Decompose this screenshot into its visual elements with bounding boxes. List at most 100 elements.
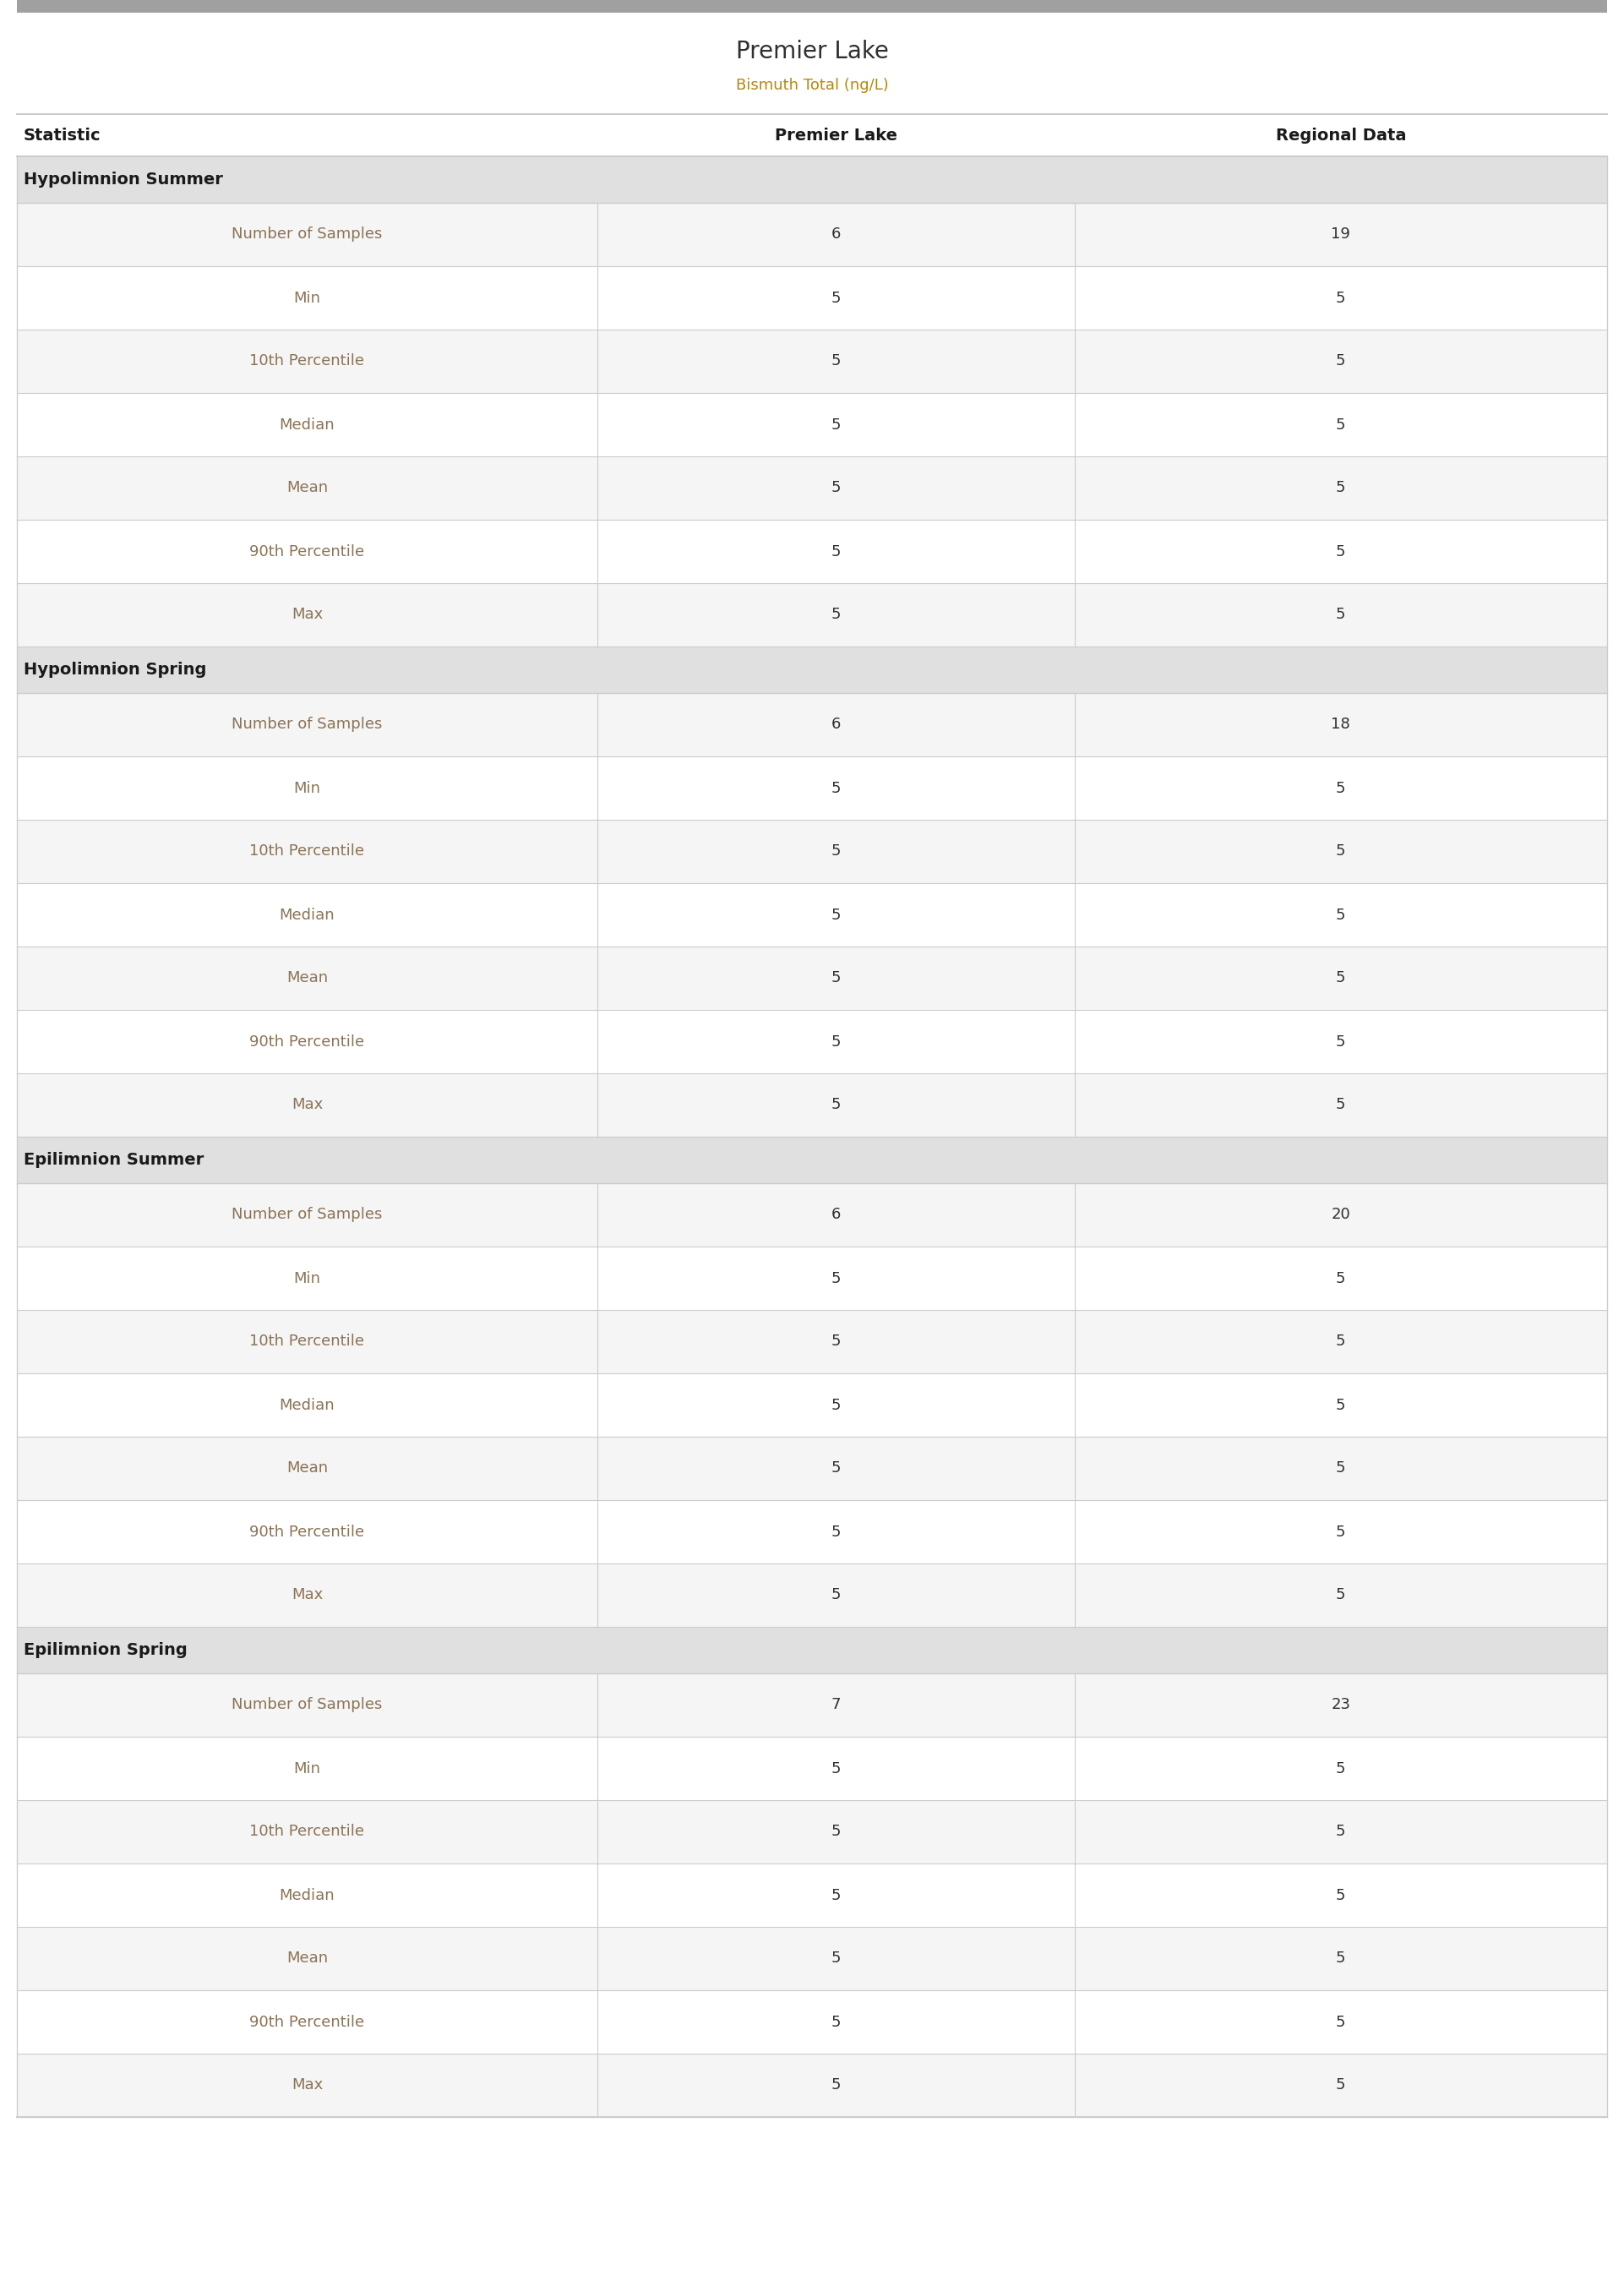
Text: Bismuth Total (ng/L): Bismuth Total (ng/L) [736, 77, 888, 93]
Bar [16, 1628, 1608, 1673]
Bar [16, 393, 1608, 456]
Text: Statistic: Statistic [24, 127, 101, 143]
Text: 23: 23 [1332, 1698, 1351, 1712]
Bar [16, 1373, 1608, 1437]
Text: 5: 5 [831, 1587, 841, 1603]
Text: 5: 5 [831, 1889, 841, 1902]
Text: Min: Min [294, 291, 320, 306]
Text: 5: 5 [831, 1950, 841, 1966]
Bar [16, 819, 1608, 883]
Bar [16, 1137, 1608, 1183]
Text: Mean: Mean [286, 1950, 328, 1966]
Text: 5: 5 [1337, 545, 1346, 558]
Bar [16, 329, 1608, 393]
Text: 5: 5 [1337, 606, 1346, 622]
Text: 5: 5 [1337, 1523, 1346, 1539]
Text: 5: 5 [831, 908, 841, 922]
Text: 5: 5 [1337, 1035, 1346, 1049]
Text: 5: 5 [831, 1335, 841, 1348]
Text: Epilimnion Summer: Epilimnion Summer [24, 1151, 205, 1169]
Text: Number of Samples: Number of Samples [232, 1208, 383, 1224]
Text: 5: 5 [831, 2077, 841, 2093]
Text: Regional Data: Regional Data [1275, 127, 1406, 143]
Text: 5: 5 [1337, 1335, 1346, 1348]
Text: 19: 19 [1332, 227, 1351, 243]
Bar [16, 1246, 1608, 1310]
Bar [16, 520, 1608, 583]
Bar [16, 883, 1608, 947]
Text: 90th Percentile: 90th Percentile [250, 1035, 365, 1049]
Text: 5: 5 [831, 1035, 841, 1049]
Text: 7: 7 [831, 1698, 841, 1712]
Text: Median: Median [279, 418, 335, 431]
Bar [16, 756, 1608, 819]
Text: 5: 5 [1337, 1587, 1346, 1603]
Text: Number of Samples: Number of Samples [232, 717, 383, 733]
Bar [16, 1183, 1608, 1246]
Text: 10th Percentile: 10th Percentile [250, 844, 364, 858]
Text: 5: 5 [831, 1271, 841, 1285]
Text: 5: 5 [1337, 2077, 1346, 2093]
Text: 90th Percentile: 90th Percentile [250, 1523, 365, 1539]
Bar [16, 1437, 1608, 1500]
Text: 5: 5 [831, 606, 841, 622]
Text: Min: Min [294, 1762, 320, 1775]
Bar [16, 583, 1608, 647]
Text: 5: 5 [1337, 354, 1346, 370]
Bar [16, 647, 1608, 692]
Text: 6: 6 [831, 717, 841, 733]
Text: 5: 5 [831, 1096, 841, 1112]
Text: 6: 6 [831, 1208, 841, 1224]
Text: 5: 5 [1337, 418, 1346, 431]
Bar [16, 1074, 1608, 1137]
Text: Min: Min [294, 1271, 320, 1285]
Text: 5: 5 [831, 354, 841, 370]
Text: Median: Median [279, 908, 335, 922]
Text: 5: 5 [1337, 1462, 1346, 1476]
Text: 6: 6 [831, 227, 841, 243]
Text: Mean: Mean [286, 481, 328, 495]
Bar [16, 947, 1608, 1010]
Text: 5: 5 [1337, 291, 1346, 306]
Bar [16, 1500, 1608, 1564]
Bar [16, 692, 1608, 756]
Text: 5: 5 [831, 291, 841, 306]
Text: 18: 18 [1332, 717, 1350, 733]
Bar [16, 1991, 1608, 2054]
Text: 5: 5 [1337, 1889, 1346, 1902]
Text: Median: Median [279, 1398, 335, 1412]
Text: 20: 20 [1332, 1208, 1350, 1224]
Text: Hypolimnion Summer: Hypolimnion Summer [24, 173, 222, 188]
Bar [16, 202, 1608, 266]
Text: 5: 5 [831, 1398, 841, 1412]
Text: 10th Percentile: 10th Percentile [250, 354, 364, 370]
Bar [16, 1564, 1608, 1628]
Text: 5: 5 [1337, 844, 1346, 858]
Text: 5: 5 [831, 1762, 841, 1775]
Text: Mean: Mean [286, 1462, 328, 1476]
Bar [16, 456, 1608, 520]
Bar [16, 266, 1608, 329]
Text: Premier Lake: Premier Lake [775, 127, 896, 143]
Text: Median: Median [279, 1889, 335, 1902]
Text: 5: 5 [1337, 1950, 1346, 1966]
Text: Max: Max [291, 606, 323, 622]
Text: Mean: Mean [286, 972, 328, 985]
Text: 5: 5 [831, 781, 841, 797]
Text: Max: Max [291, 1587, 323, 1603]
Bar [16, 1927, 1608, 1991]
Text: Max: Max [291, 1096, 323, 1112]
Text: Number of Samples: Number of Samples [232, 1698, 383, 1712]
Text: 5: 5 [1337, 781, 1346, 797]
Bar [16, 157, 1608, 202]
Bar [16, 1010, 1608, 1074]
Text: Number of Samples: Number of Samples [232, 227, 383, 243]
Text: 90th Percentile: 90th Percentile [250, 2013, 365, 2029]
Text: 5: 5 [831, 481, 841, 495]
Bar [16, 1800, 1608, 1864]
Bar [16, 2054, 1608, 2118]
Text: 5: 5 [831, 418, 841, 431]
Text: Premier Lake: Premier Lake [736, 39, 888, 64]
Text: 5: 5 [831, 2013, 841, 2029]
Text: 10th Percentile: 10th Percentile [250, 1335, 364, 1348]
